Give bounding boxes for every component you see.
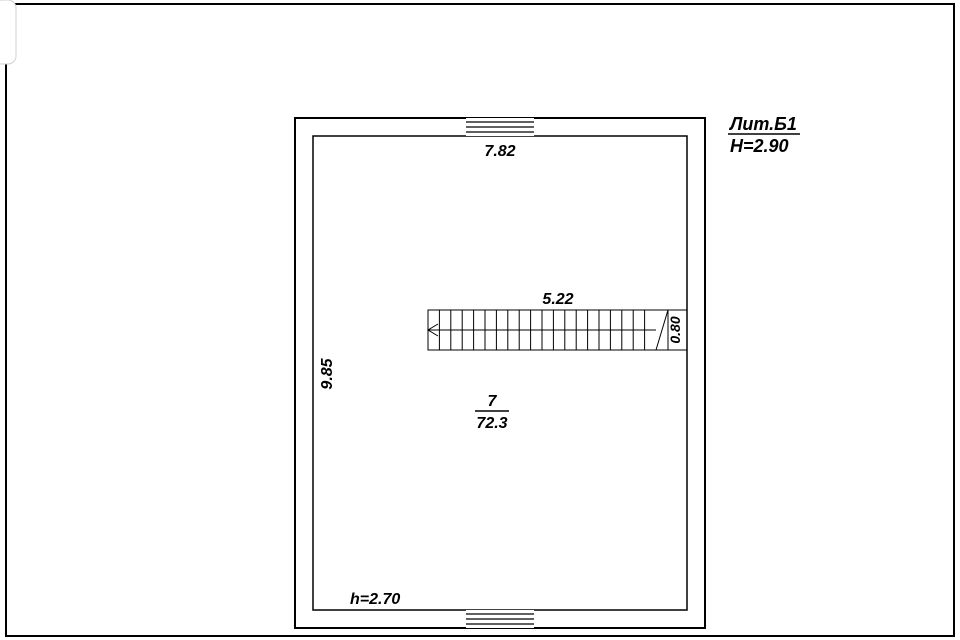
title-line2: H=2.90 (730, 136, 789, 156)
stairs (428, 310, 687, 350)
room-number: 7 (488, 393, 498, 410)
wall-inner (313, 136, 687, 610)
room-label: 7 72.3 (475, 393, 509, 432)
dim-top-width: 7.82 (484, 143, 515, 160)
title-line1: Лит.Б1 (728, 114, 797, 134)
room-area: 72.3 (476, 415, 507, 432)
title-block: Лит.Б1 H=2.90 (728, 114, 800, 156)
dim-stairs-length: 5.22 (542, 291, 573, 308)
left-tab (0, 0, 16, 64)
window-bottom (466, 610, 534, 628)
wall-outer (295, 118, 705, 628)
page-frame (6, 4, 954, 636)
dim-ceiling-height: h=2.70 (350, 591, 400, 608)
dim-stairs-width: 0.80 (667, 316, 683, 343)
floorplan-drawing: 7.82 9.85 5.22 0.80 h=2.70 7 72.3 Лит.Б1… (0, 0, 960, 640)
dim-left-height: 9.85 (319, 357, 336, 389)
window-top (466, 118, 534, 136)
